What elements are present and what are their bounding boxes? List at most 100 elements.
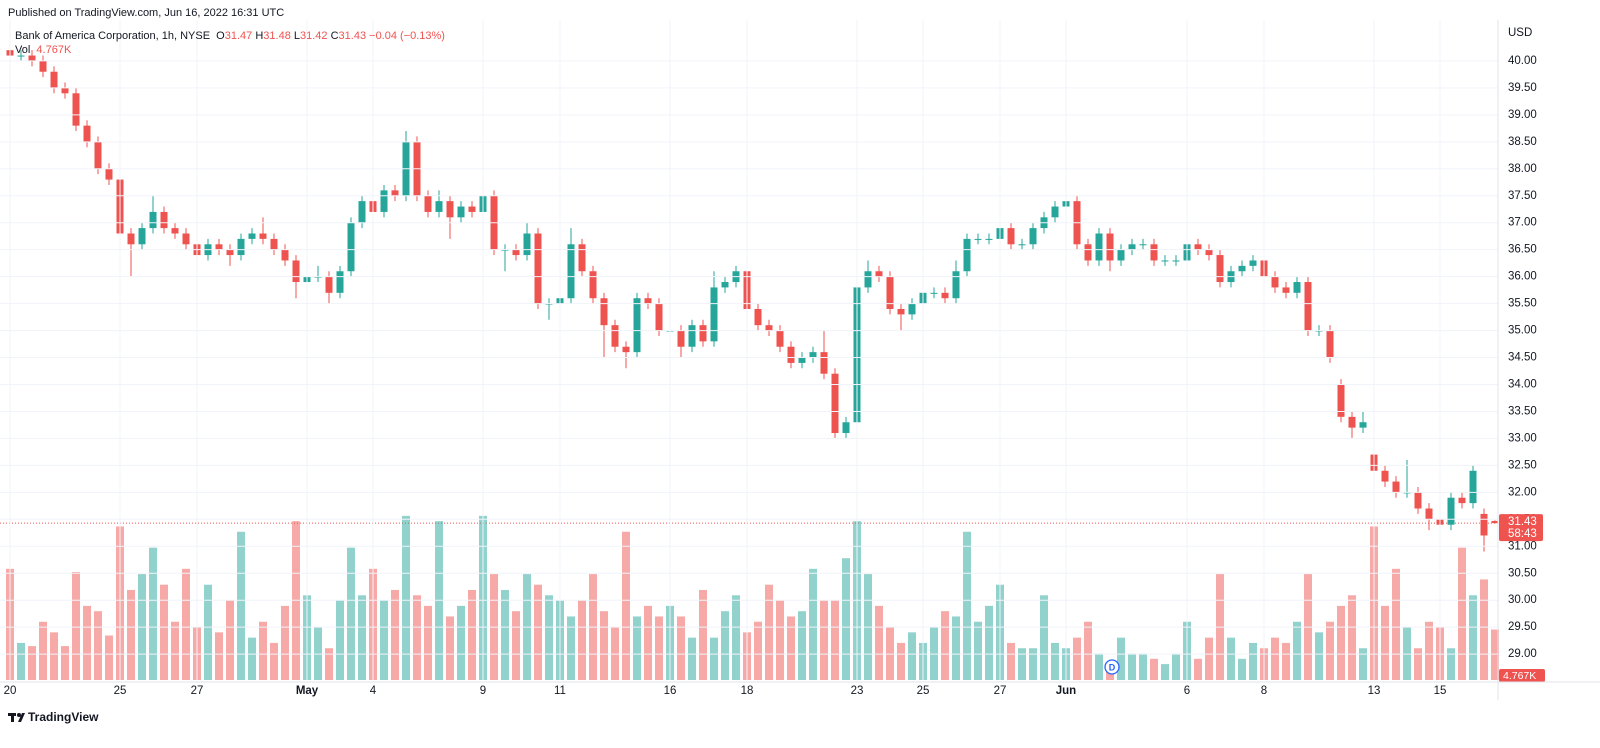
candle-body <box>160 211 168 229</box>
candle-body <box>94 141 102 169</box>
y-tick-label: 33.00 <box>1508 432 1537 444</box>
x-tick-label: May <box>296 685 319 697</box>
brand: TradingView <box>28 710 99 724</box>
volume-bar <box>501 590 509 680</box>
volume-bar <box>1117 637 1125 680</box>
candle-body <box>347 222 355 272</box>
candle-body <box>655 303 663 331</box>
candle-body <box>435 201 443 212</box>
volume-bar <box>1194 658 1202 680</box>
y-tick-label: 29.00 <box>1508 648 1537 660</box>
x-tick-label: 16 <box>664 685 677 697</box>
volume-bar <box>1084 621 1092 680</box>
volume-bar <box>1073 637 1081 680</box>
ohlc-letter: L <box>293 30 300 42</box>
volume-bar <box>1348 595 1356 680</box>
candle-body <box>149 211 157 229</box>
volume-bar <box>1469 595 1477 680</box>
last-volume-box <box>1499 669 1545 682</box>
volume-bar <box>699 590 707 680</box>
y-tick-label: 35.50 <box>1508 298 1537 310</box>
y-tick-label: 37.00 <box>1508 217 1537 229</box>
volume-bar <box>908 632 916 680</box>
candle-body <box>1106 233 1114 261</box>
x-tick-label: 11 <box>554 685 566 697</box>
volume-bar <box>787 616 795 680</box>
candles <box>6 44 1499 552</box>
volume-bar <box>50 632 58 680</box>
volume-bar <box>325 648 333 680</box>
volume-bar <box>512 611 520 680</box>
candle-body <box>864 271 872 288</box>
candle-body <box>798 357 806 363</box>
candle-body <box>842 422 850 434</box>
volume-bar <box>1359 648 1367 680</box>
volume-bar <box>688 637 696 680</box>
y-tick-label: 39.50 <box>1508 82 1537 94</box>
volume-bar <box>28 646 36 680</box>
x-tick-label: 9 <box>480 685 486 697</box>
volume-bar <box>754 621 762 680</box>
candle-body <box>226 249 234 256</box>
candle-body <box>875 271 883 277</box>
volume-bar <box>941 611 949 680</box>
x-tick-label: 25 <box>114 685 127 697</box>
candle-body <box>600 298 608 326</box>
volume-bar <box>1425 621 1433 680</box>
candle-body <box>468 206 476 212</box>
volume-bar <box>105 635 113 680</box>
volume-bar <box>457 605 465 680</box>
candle-body <box>61 87 69 94</box>
volume-bar <box>930 627 938 680</box>
candle-body <box>1491 520 1499 524</box>
candle-body <box>237 238 245 256</box>
dividend-marker[interactable] <box>1104 659 1120 675</box>
candle-body <box>1304 282 1312 331</box>
candle-body <box>897 308 905 315</box>
grid <box>0 20 1498 680</box>
candle-body <box>974 238 982 240</box>
volume-bar <box>127 590 135 680</box>
candle-body <box>688 325 696 347</box>
candle-body <box>820 352 828 374</box>
volume-bar <box>424 605 432 680</box>
volume-bar <box>226 600 234 680</box>
x-tick-label: 23 <box>851 685 864 697</box>
volume-bar <box>974 621 982 680</box>
volume-bar <box>1480 579 1488 680</box>
volume-bar <box>314 627 322 680</box>
candle-body <box>138 228 146 245</box>
candle-body <box>358 201 366 223</box>
candle-body <box>886 276 894 309</box>
candle-body <box>215 244 223 250</box>
candle-body <box>1205 249 1213 256</box>
volume-bar <box>765 584 773 680</box>
volume-bar <box>259 621 267 680</box>
volume-bar <box>820 600 828 680</box>
volume-bar <box>72 572 80 680</box>
volume-bar <box>600 611 608 680</box>
candle-body <box>930 292 938 294</box>
candle-body <box>171 228 179 234</box>
candle-body <box>1128 244 1136 250</box>
candle-body <box>611 325 619 347</box>
volume-bar <box>1249 642 1257 680</box>
volume-bar <box>1051 642 1059 680</box>
candle-body <box>270 238 278 250</box>
y-tick-label: 34.00 <box>1508 379 1537 391</box>
candle-body <box>1414 492 1422 509</box>
candle-body <box>1282 287 1290 293</box>
y-tick-label: 36.00 <box>1508 271 1537 283</box>
candle-body <box>1172 260 1180 262</box>
candle-body <box>50 71 58 88</box>
volume-bar <box>281 605 289 680</box>
candle-body <box>1018 244 1026 246</box>
candle-body <box>578 244 586 272</box>
volume-bar <box>270 642 278 680</box>
volume-bar <box>1458 547 1466 680</box>
volume-bar <box>1282 642 1290 680</box>
candle-body <box>1238 265 1246 272</box>
candle-body <box>622 346 630 353</box>
